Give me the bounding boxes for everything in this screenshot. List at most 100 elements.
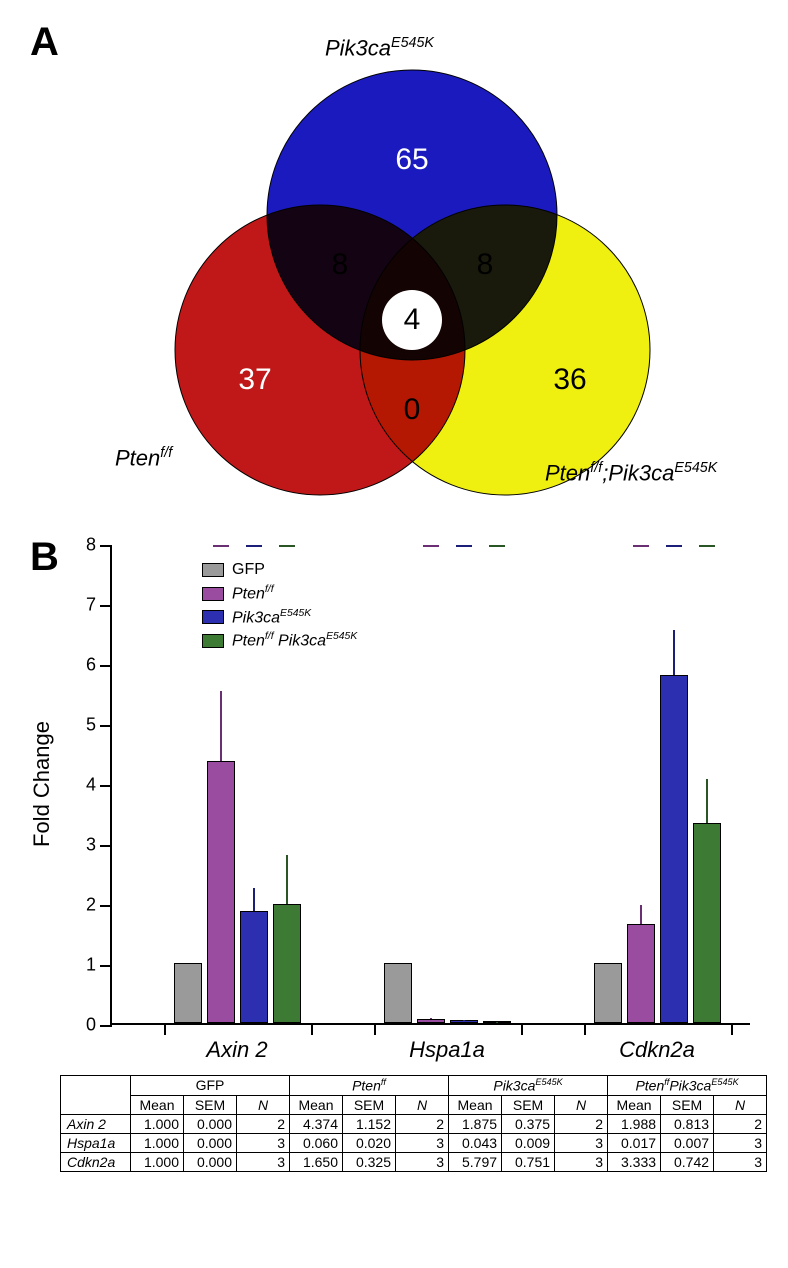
table-group-header: PtenffPik3caE545K: [608, 1076, 767, 1096]
panel-a: A 6537368804Pik3caE545KPtenf/fPtenf/f;Pi…: [20, 20, 768, 515]
venn-set-label: Ptenf/f: [115, 445, 172, 471]
x-group-label: Axin 2: [206, 1037, 267, 1063]
table-sub-header: Mean: [608, 1095, 661, 1114]
error-bar: [673, 630, 675, 675]
table-row-header: Axin 2: [61, 1114, 131, 1133]
table-cell: 1.988: [608, 1114, 661, 1133]
venn-value: 8: [332, 248, 349, 282]
error-bar: [286, 855, 288, 904]
table-cell: 1.875: [449, 1114, 502, 1133]
table-cell: 4.374: [290, 1114, 343, 1133]
table-group-header: Pik3caE545K: [449, 1076, 608, 1096]
legend-swatch: [202, 563, 224, 577]
error-bar: [463, 1020, 465, 1021]
table-sub-header: N: [237, 1095, 290, 1114]
legend-label: GFP: [232, 559, 265, 581]
table-cell: 0.009: [502, 1133, 555, 1152]
legend-item: Ptenf/f Pik3caE545K: [202, 630, 357, 652]
table-cell: 3: [396, 1133, 449, 1152]
legend: GFPPtenf/fPik3caE545KPtenf/f Pik3caE545K: [202, 559, 357, 654]
venn-set-label: Ptenf/f;Pik3caE545K: [545, 460, 717, 486]
table-cell: 3: [714, 1152, 767, 1171]
venn-set-label: Pik3caE545K: [325, 35, 434, 61]
table-cell: 0.060: [290, 1133, 343, 1152]
table-cell: 0.325: [343, 1152, 396, 1171]
table-cell: 0.043: [449, 1133, 502, 1152]
table-cell: 2: [237, 1114, 290, 1133]
stats-table: GFPPtenffPik3caE545KPtenffPik3caE545KMea…: [60, 1075, 767, 1172]
table-cell: 2: [555, 1114, 608, 1133]
legend-swatch: [202, 634, 224, 648]
legend-swatch: [202, 587, 224, 601]
table-cell: 0.017: [608, 1133, 661, 1152]
legend-swatch: [202, 610, 224, 624]
bar: [207, 761, 235, 1023]
y-tick-label: 0: [72, 1015, 96, 1036]
legend-label: Ptenf/f Pik3caE545K: [232, 630, 357, 652]
legend-item: Pik3caE545K: [202, 607, 357, 629]
venn-value: 8: [477, 248, 494, 282]
table-row-header: Hspa1a: [61, 1133, 131, 1152]
bar: [174, 963, 202, 1023]
table-cell: 0.742: [661, 1152, 714, 1171]
panel-b: B Fold Change GFPPtenf/fPik3caE545KPtenf…: [20, 545, 768, 1172]
table-sub-header: Mean: [290, 1095, 343, 1114]
bar: [594, 963, 622, 1023]
table-cell: 2: [714, 1114, 767, 1133]
table-cell: 3: [237, 1133, 290, 1152]
legend-label: Ptenf/f: [232, 583, 274, 605]
y-tick-label: 4: [72, 775, 96, 796]
table-sub-header: N: [555, 1095, 608, 1114]
x-group-label: Hspa1a: [409, 1037, 485, 1063]
y-tick-label: 7: [72, 595, 96, 616]
table-cell: 3: [714, 1133, 767, 1152]
y-tick-label: 3: [72, 835, 96, 856]
error-bar: [430, 1018, 432, 1019]
table-cell: 0.007: [661, 1133, 714, 1152]
x-group-label: Cdkn2a: [619, 1037, 695, 1063]
table-group-header: GFP: [131, 1076, 290, 1096]
table-row: Cdkn2a1.0000.00031.6500.32535.7970.75133…: [61, 1152, 767, 1171]
bar-chart: Fold Change GFPPtenf/fPik3caE545KPtenf/f…: [110, 545, 750, 1025]
error-bar: [640, 905, 642, 925]
bar: [273, 904, 301, 1023]
y-tick-label: 1: [72, 955, 96, 976]
table-row: Hspa1a1.0000.00030.0600.02030.0430.00930…: [61, 1133, 767, 1152]
error-bar: [253, 888, 255, 911]
table-cell: 3: [555, 1133, 608, 1152]
bar: [240, 911, 268, 1024]
table-cell: 0.000: [184, 1152, 237, 1171]
table-sub-header: N: [396, 1095, 449, 1114]
bar: [627, 924, 655, 1023]
table-cell: 1.000: [131, 1152, 184, 1171]
venn-diagram: 6537368804Pik3caE545KPtenf/fPtenf/f;Pik3…: [20, 30, 788, 520]
y-tick-label: 8: [72, 535, 96, 556]
table-sub-header: Mean: [449, 1095, 502, 1114]
table-row-header: Cdkn2a: [61, 1152, 131, 1171]
table-cell: 1.152: [343, 1114, 396, 1133]
table-cell: 3.333: [608, 1152, 661, 1171]
venn-circle: [360, 205, 650, 495]
legend-item: GFP: [202, 559, 357, 581]
table-group-header: Ptenff: [290, 1076, 449, 1096]
venn-value: 36: [553, 363, 586, 397]
y-tick-label: 5: [72, 715, 96, 736]
venn-value: 65: [395, 143, 428, 177]
table-sub-header: SEM: [661, 1095, 714, 1114]
legend-label: Pik3caE545K: [232, 607, 311, 629]
venn-value: 37: [238, 363, 271, 397]
table-sub-header: Mean: [131, 1095, 184, 1114]
y-axis-label: Fold Change: [29, 721, 55, 847]
table-cell: 1.650: [290, 1152, 343, 1171]
table-cell: 3: [555, 1152, 608, 1171]
table-cell: 0.000: [184, 1133, 237, 1152]
y-tick-label: 2: [72, 895, 96, 916]
table-cell: 0.751: [502, 1152, 555, 1171]
table-cell: 5.797: [449, 1152, 502, 1171]
table-cell: 3: [237, 1152, 290, 1171]
table-cell: 3: [396, 1152, 449, 1171]
error-bar: [706, 779, 708, 824]
legend-item: Ptenf/f: [202, 583, 357, 605]
bar: [450, 1020, 478, 1023]
bar: [384, 963, 412, 1023]
